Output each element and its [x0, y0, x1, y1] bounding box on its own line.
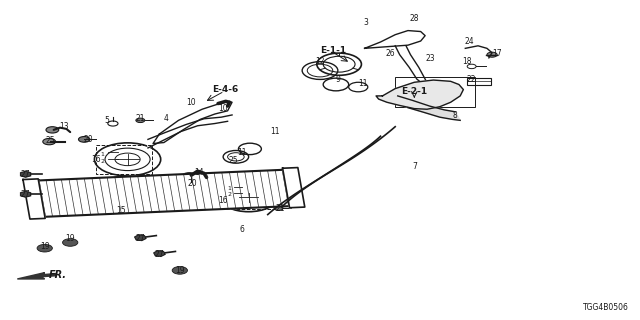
Text: 2: 2 — [228, 192, 232, 197]
Text: 2: 2 — [100, 159, 105, 164]
Circle shape — [79, 137, 90, 142]
Text: FR.: FR. — [49, 270, 67, 280]
Text: 11: 11 — [271, 127, 280, 136]
Text: 28: 28 — [410, 14, 419, 23]
Text: 4: 4 — [163, 114, 168, 123]
Text: 14: 14 — [194, 168, 204, 177]
Bar — [395, 77, 475, 107]
Polygon shape — [20, 172, 31, 177]
Text: 27: 27 — [155, 250, 164, 259]
Text: 20: 20 — [188, 179, 197, 188]
Text: 19: 19 — [175, 266, 184, 275]
Circle shape — [186, 182, 196, 187]
Text: 25: 25 — [45, 136, 54, 146]
Text: 26: 26 — [385, 49, 395, 58]
Polygon shape — [376, 80, 463, 109]
Polygon shape — [38, 170, 289, 217]
Circle shape — [172, 267, 188, 274]
Bar — [467, 77, 491, 85]
Bar — [96, 145, 152, 174]
Text: 27: 27 — [136, 234, 145, 243]
Text: 19: 19 — [65, 234, 75, 243]
Text: 22: 22 — [467, 75, 476, 84]
Circle shape — [274, 206, 283, 211]
Circle shape — [46, 127, 59, 133]
Text: E-2-1: E-2-1 — [401, 87, 428, 96]
Text: 3: 3 — [364, 18, 368, 27]
Text: E-4-6: E-4-6 — [212, 85, 238, 94]
Text: 12: 12 — [316, 57, 324, 66]
Text: E-1-1: E-1-1 — [320, 46, 346, 55]
Text: 1: 1 — [228, 186, 232, 191]
Text: 10: 10 — [218, 104, 228, 113]
Text: 8: 8 — [452, 111, 458, 120]
Polygon shape — [397, 96, 460, 120]
Polygon shape — [134, 235, 146, 241]
Text: 19: 19 — [40, 242, 49, 251]
Text: 25: 25 — [228, 156, 238, 165]
Text: 27: 27 — [20, 170, 31, 179]
Polygon shape — [154, 251, 165, 256]
Text: 17: 17 — [492, 49, 502, 58]
Text: 21: 21 — [276, 204, 285, 213]
Circle shape — [63, 239, 78, 246]
Circle shape — [487, 52, 497, 57]
Text: 5: 5 — [104, 116, 109, 125]
Bar — [223, 183, 275, 209]
Text: 13: 13 — [59, 122, 68, 131]
Text: 16: 16 — [218, 196, 228, 205]
Text: TGG4B0506: TGG4B0506 — [583, 303, 629, 312]
Text: 21: 21 — [136, 114, 145, 123]
Text: 23: 23 — [426, 54, 435, 63]
Text: 27: 27 — [20, 190, 31, 199]
Text: 18: 18 — [462, 57, 471, 66]
Text: 10: 10 — [186, 98, 196, 107]
Text: 9: 9 — [335, 75, 340, 84]
Circle shape — [43, 139, 56, 145]
Polygon shape — [148, 115, 232, 148]
Text: 15: 15 — [116, 206, 126, 215]
Text: 11: 11 — [237, 148, 247, 156]
Text: 6: 6 — [240, 225, 244, 234]
Circle shape — [136, 118, 145, 123]
Text: 1: 1 — [100, 152, 105, 157]
Polygon shape — [153, 101, 232, 143]
Polygon shape — [17, 273, 56, 279]
Text: 16: 16 — [91, 155, 100, 164]
Text: 20: 20 — [83, 135, 93, 144]
Text: 11: 11 — [358, 79, 368, 88]
Polygon shape — [283, 168, 305, 208]
Text: 24: 24 — [465, 36, 474, 45]
Polygon shape — [23, 179, 45, 219]
Polygon shape — [20, 191, 31, 197]
Text: 7: 7 — [412, 162, 417, 171]
Circle shape — [37, 244, 52, 252]
